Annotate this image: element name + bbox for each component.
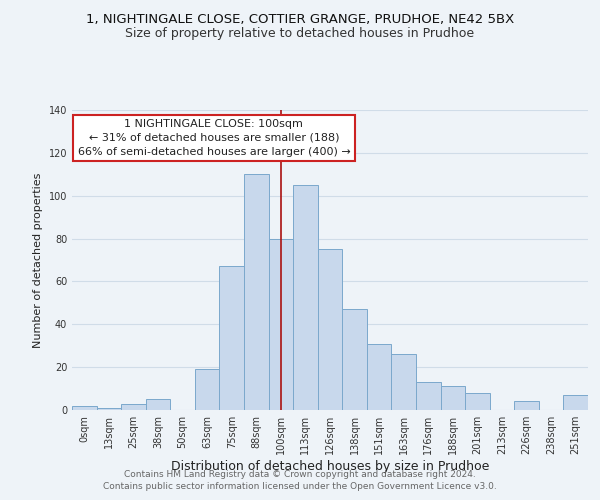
Bar	[293, 185, 318, 410]
Bar	[514, 402, 539, 410]
Text: Contains HM Land Registry data © Crown copyright and database right 2024.: Contains HM Land Registry data © Crown c…	[124, 470, 476, 479]
Bar	[220, 266, 244, 410]
Bar	[318, 250, 342, 410]
Bar	[97, 408, 121, 410]
Text: Size of property relative to detached houses in Prudhoe: Size of property relative to detached ho…	[125, 28, 475, 40]
Bar	[391, 354, 416, 410]
Bar	[440, 386, 465, 410]
Bar	[121, 404, 146, 410]
Bar	[465, 393, 490, 410]
Bar	[342, 310, 367, 410]
Bar	[269, 238, 293, 410]
Bar	[416, 382, 440, 410]
Bar	[563, 395, 588, 410]
Bar	[367, 344, 391, 410]
Bar	[195, 370, 220, 410]
Bar	[72, 406, 97, 410]
Text: 1 NIGHTINGALE CLOSE: 100sqm
← 31% of detached houses are smaller (188)
66% of se: 1 NIGHTINGALE CLOSE: 100sqm ← 31% of det…	[77, 119, 350, 157]
Y-axis label: Number of detached properties: Number of detached properties	[33, 172, 43, 348]
Bar	[146, 400, 170, 410]
X-axis label: Distribution of detached houses by size in Prudhoe: Distribution of detached houses by size …	[171, 460, 489, 473]
Text: Contains public sector information licensed under the Open Government Licence v3: Contains public sector information licen…	[103, 482, 497, 491]
Bar	[244, 174, 269, 410]
Text: 1, NIGHTINGALE CLOSE, COTTIER GRANGE, PRUDHOE, NE42 5BX: 1, NIGHTINGALE CLOSE, COTTIER GRANGE, PR…	[86, 12, 514, 26]
